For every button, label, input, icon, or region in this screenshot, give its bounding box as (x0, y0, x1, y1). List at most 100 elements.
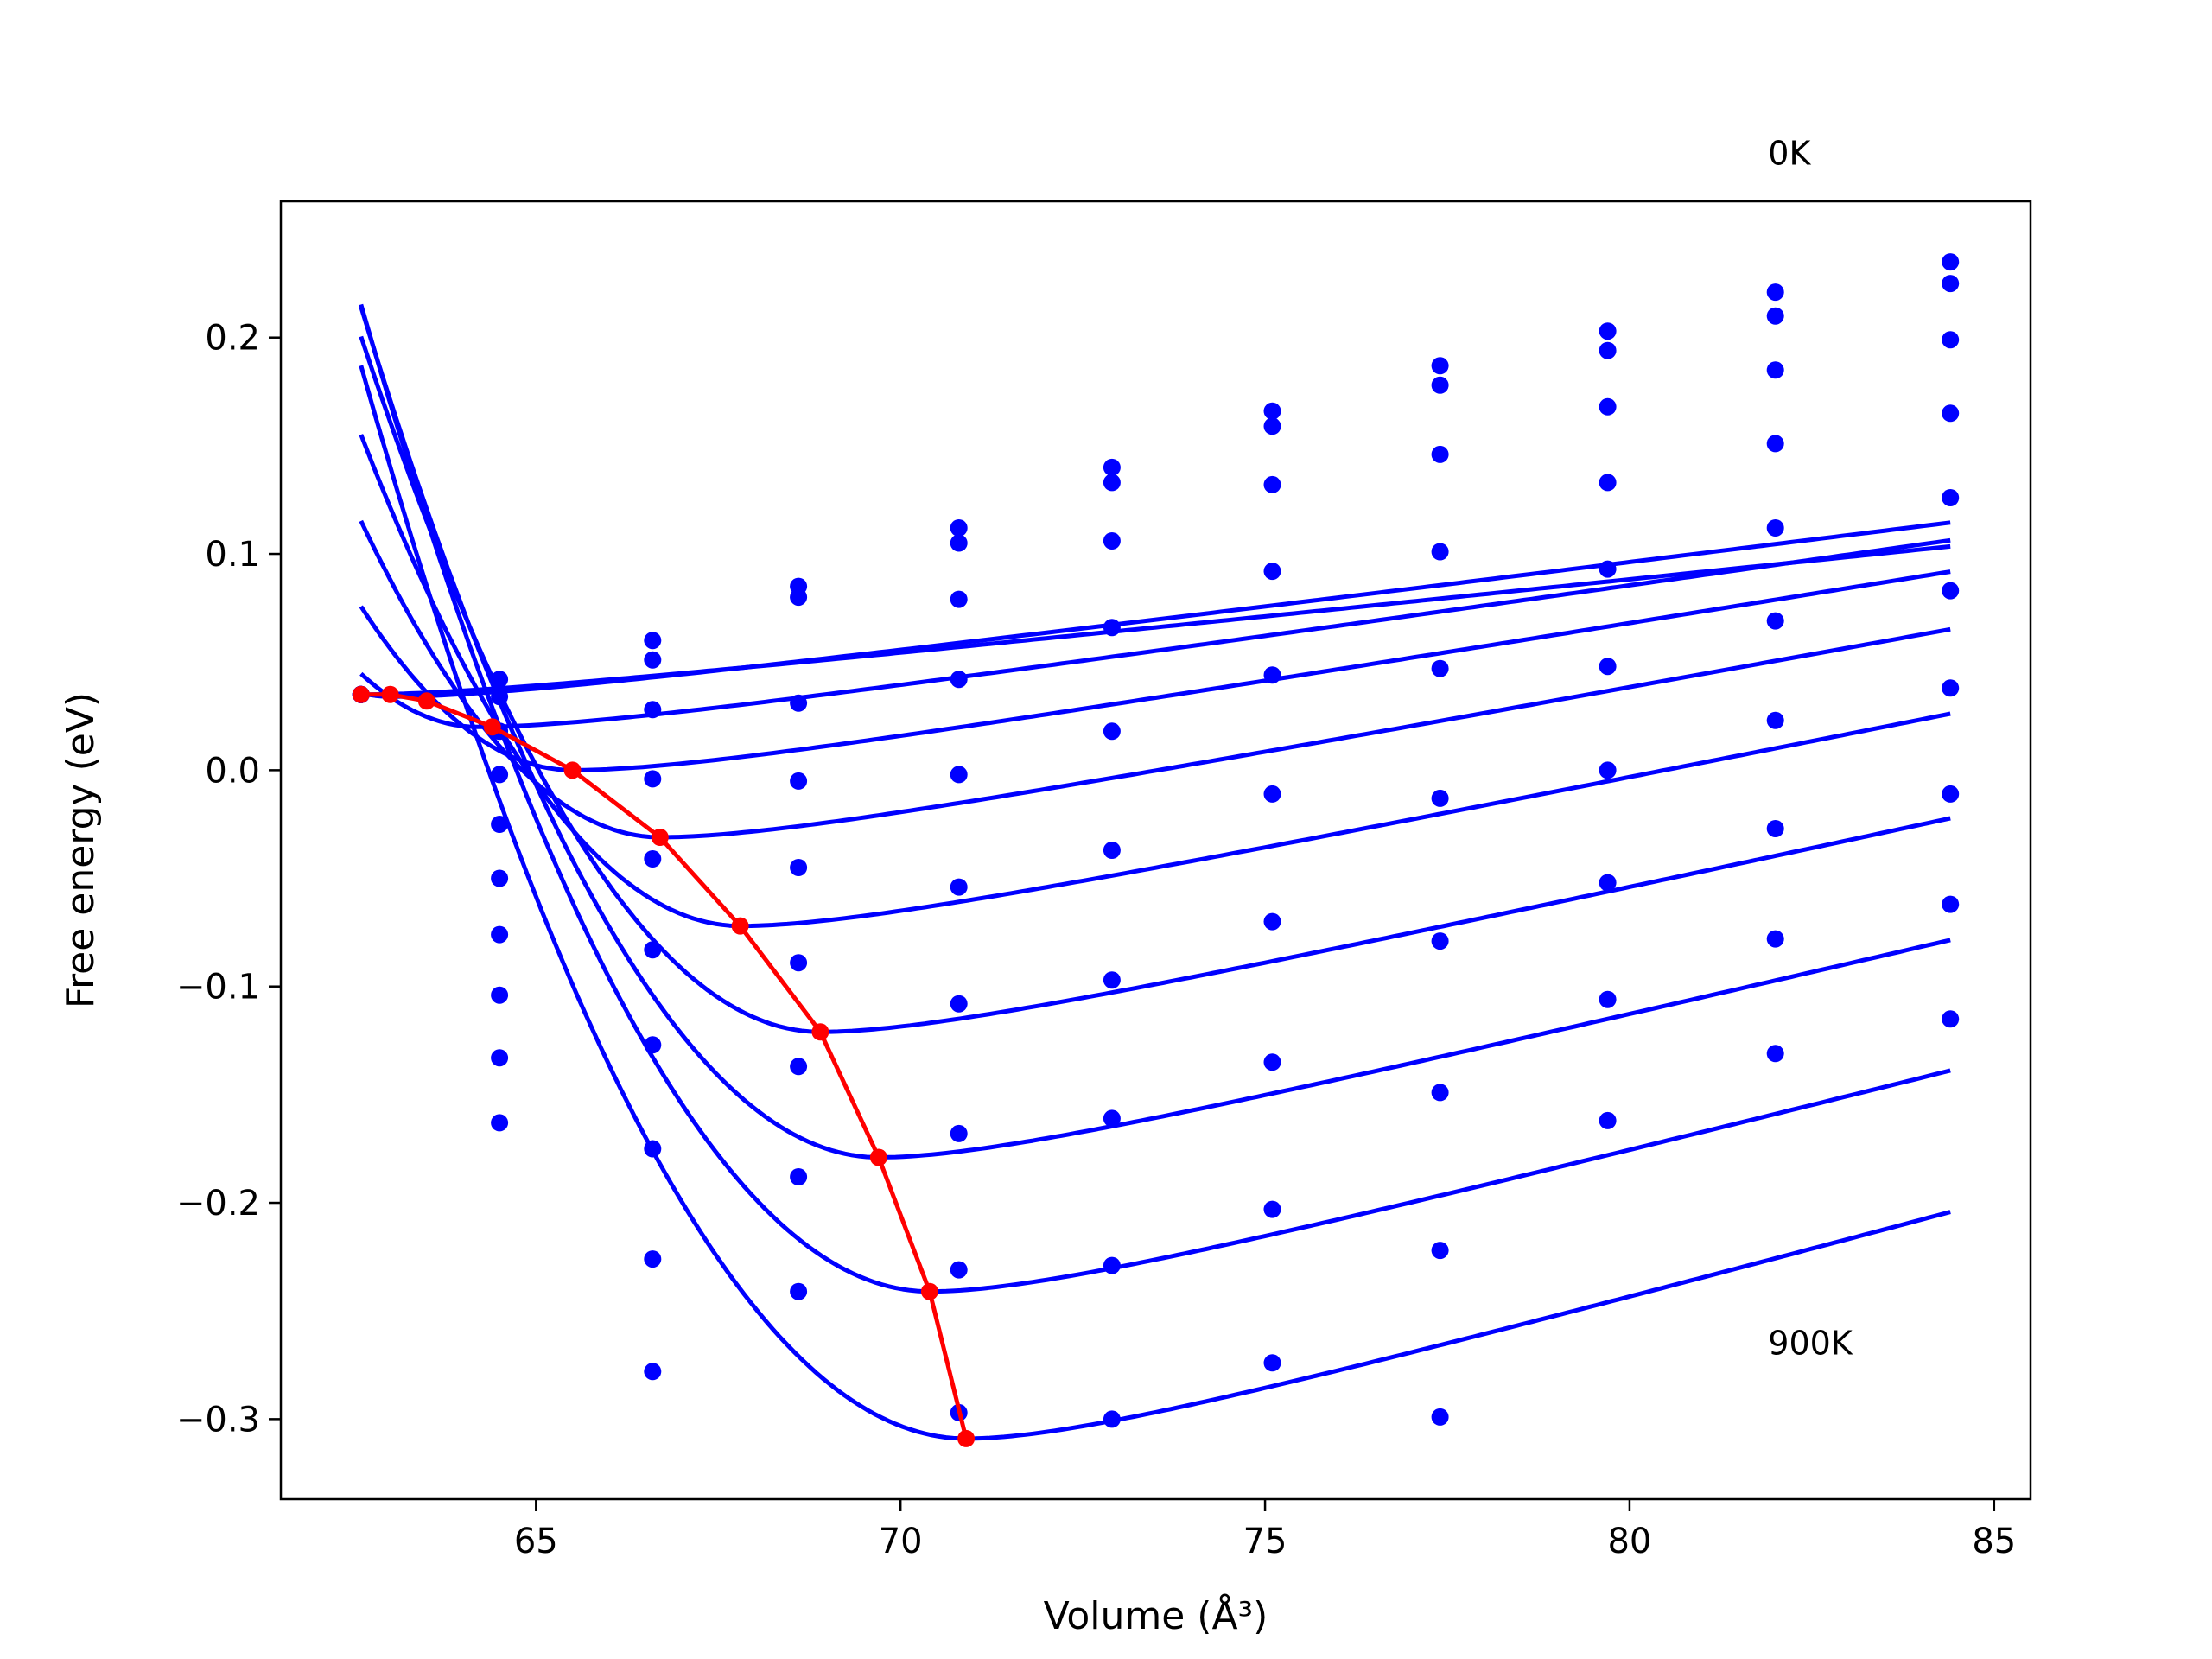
x-tick-label-85: 85 (1972, 1522, 2016, 1561)
fit-curves (359, 303, 1951, 1441)
data-point-900k-9 (1766, 1045, 1784, 1063)
data-point-800k-10 (1942, 895, 1960, 913)
x-tick-label-65: 65 (514, 1522, 558, 1561)
data-point-0k-8 (1599, 322, 1617, 340)
data-point-700k-6 (1263, 1053, 1281, 1071)
data-point-0k-10 (1942, 253, 1960, 271)
y-tick-label-4: −0.2 (176, 1184, 260, 1224)
data-point-700k-7 (1431, 1084, 1449, 1102)
data-point-600k-8 (1599, 761, 1617, 779)
data-point-200k-4 (950, 590, 968, 608)
data-point-900k-2 (644, 1363, 662, 1381)
data-point-500k-2 (644, 941, 662, 959)
data-point-300k-9 (1766, 435, 1784, 453)
data-point-200k-9 (1766, 361, 1784, 379)
x-axis-label: Volume (Å³) (1044, 1592, 1268, 1638)
data-point-300k-5 (1103, 619, 1121, 637)
minimum-path-point-5 (651, 829, 669, 846)
minimum-path-point-8 (869, 1148, 887, 1166)
data-point-600k-6 (1263, 912, 1281, 931)
data-point-900k-7 (1431, 1408, 1449, 1426)
data-point-200k-6 (1263, 475, 1281, 493)
data-point-200k-10 (1942, 331, 1960, 349)
data-point-400k-5 (1103, 722, 1121, 741)
data-point-500k-7 (1431, 789, 1449, 807)
data-point-100k-2 (644, 651, 662, 669)
data-point-800k-9 (1766, 930, 1784, 948)
minimum-path-point-6 (731, 917, 749, 935)
minimum-path-point-3 (483, 718, 501, 736)
data-point-700k-4 (950, 1124, 968, 1142)
data-point-600k-5 (1103, 971, 1121, 989)
data-point-0k-1 (491, 671, 509, 689)
data-point-800k-2 (644, 1250, 662, 1268)
x-tick-label-80: 80 (1607, 1522, 1651, 1561)
data-point-100k-7 (1431, 376, 1449, 394)
data-point-800k-5 (1103, 1256, 1121, 1274)
data-point-100k-6 (1263, 417, 1281, 435)
data-point-900k-10 (1942, 1010, 1960, 1028)
data-point-400k-8 (1599, 560, 1617, 578)
fit-curve-200k (359, 537, 1951, 729)
x-axis-ticks: 65 70 75 80 85 (514, 1499, 2016, 1561)
minimum-path-point-0 (352, 685, 370, 703)
y-axis-ticks: 0.2 0.1 0.0 −0.1 −0.2 −0.3 (176, 319, 281, 1440)
fit-curve-300k (359, 569, 1951, 772)
data-point-300k-10 (1942, 404, 1960, 423)
data-point-500k-3 (790, 954, 808, 972)
data-point-700k-5 (1103, 1109, 1121, 1128)
data-point-500k-8 (1599, 658, 1617, 676)
annotation-0k: 0K (1768, 134, 1811, 172)
data-point-900k-6 (1263, 1354, 1281, 1372)
data-point-800k-1 (491, 1049, 509, 1067)
plot-frame (279, 200, 2032, 1501)
fit-curve-600k (359, 335, 1951, 1034)
data-point-300k-7 (1431, 543, 1449, 561)
data-point-800k-3 (790, 1282, 808, 1300)
data-point-500k-6 (1263, 785, 1281, 803)
y-tick-label-3: −0.1 (176, 968, 260, 1007)
data-point-400k-6 (1263, 666, 1281, 684)
data-point-500k-10 (1942, 582, 1960, 600)
data-point-700k-9 (1766, 820, 1784, 837)
fit-curve-900k (359, 365, 1951, 1441)
data-point-400k-9 (1766, 519, 1784, 537)
data-point-100k-3 (790, 588, 808, 607)
data-point-400k-7 (1431, 659, 1449, 677)
data-point-900k-5 (1103, 1410, 1121, 1428)
y-tick-label-2: 0.0 (205, 751, 260, 791)
minimum-path-point-9 (920, 1282, 938, 1300)
data-point-500k-1 (491, 869, 509, 887)
data-point-0k-4 (950, 519, 968, 537)
data-point-100k-1 (491, 688, 509, 706)
data-point-100k-8 (1599, 341, 1617, 359)
data-point-400k-10 (1942, 489, 1960, 506)
data-point-500k-9 (1766, 612, 1784, 630)
fit-curve-100k (360, 520, 1951, 699)
data-point-600k-2 (644, 1036, 662, 1054)
annotation-900k: 900K (1768, 1324, 1853, 1362)
data-point-300k-4 (950, 671, 968, 689)
minimum-path-point-2 (417, 692, 435, 710)
data-point-0k-7 (1431, 357, 1449, 375)
data-point-800k-6 (1263, 1200, 1281, 1218)
data-point-200k-7 (1431, 445, 1449, 463)
data-point-700k-1 (491, 986, 509, 1004)
x-tick-label-70: 70 (879, 1522, 923, 1561)
data-point-700k-10 (1942, 785, 1960, 803)
fit-curve-800k (359, 303, 1951, 1294)
data-point-0k-2 (644, 632, 662, 650)
minimum-path (352, 685, 976, 1447)
y-tick-label-0: 0.2 (205, 319, 260, 359)
data-point-800k-4 (950, 1261, 968, 1279)
data-points (352, 253, 1960, 1428)
data-point-800k-8 (1599, 990, 1617, 1008)
data-point-0k-9 (1766, 283, 1784, 302)
data-point-100k-10 (1942, 275, 1960, 293)
data-point-400k-4 (950, 766, 968, 784)
minimum-path-point-4 (563, 761, 582, 779)
data-point-400k-2 (644, 850, 662, 868)
data-point-300k-6 (1263, 563, 1281, 581)
